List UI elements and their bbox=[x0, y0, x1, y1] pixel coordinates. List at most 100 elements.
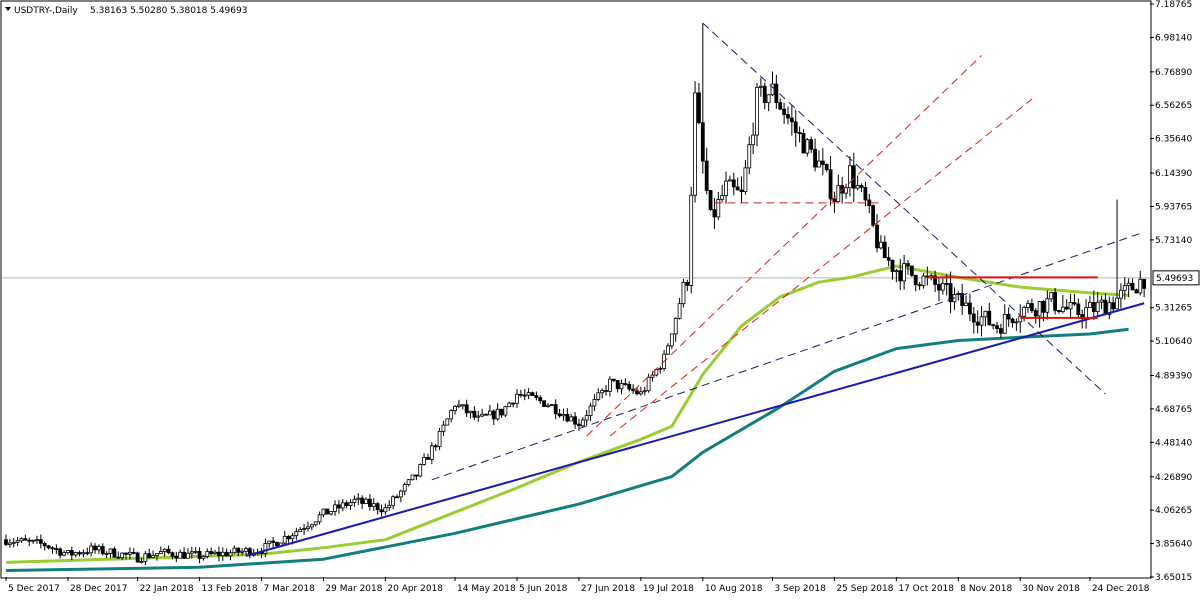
candle-body bbox=[836, 185, 841, 202]
candle-body bbox=[468, 410, 473, 414]
candle-body bbox=[240, 550, 245, 553]
candle-body bbox=[418, 464, 423, 477]
candle-body bbox=[708, 190, 713, 210]
candle-body bbox=[367, 498, 372, 507]
candle-body bbox=[54, 548, 59, 550]
y-tick-label: 7.18765 bbox=[1155, 0, 1192, 10]
candle-body bbox=[1022, 307, 1027, 317]
y-tick-label: 3.65015 bbox=[1155, 573, 1192, 583]
candle-body bbox=[104, 553, 109, 555]
candle-body bbox=[170, 552, 175, 557]
candle-body bbox=[619, 383, 624, 390]
candle-body bbox=[902, 263, 907, 282]
candle-body bbox=[1029, 303, 1034, 312]
candle-body bbox=[724, 180, 728, 196]
candle-body bbox=[217, 551, 221, 557]
candle-body bbox=[851, 165, 856, 189]
candle-body bbox=[542, 400, 546, 407]
candle-body bbox=[998, 328, 1003, 334]
candle-body bbox=[480, 413, 485, 417]
candle-body bbox=[182, 551, 186, 559]
candle-body bbox=[635, 390, 639, 395]
candle-body bbox=[530, 392, 535, 396]
candle-body bbox=[689, 194, 694, 286]
candle-body bbox=[650, 374, 655, 378]
trendline-red-dashed-fan[interactable] bbox=[586, 55, 982, 437]
candle-body bbox=[294, 531, 299, 537]
candle-body bbox=[209, 551, 214, 554]
candle-body bbox=[1018, 315, 1023, 323]
candle-body bbox=[824, 164, 829, 171]
candle-body bbox=[267, 540, 272, 544]
candle-body bbox=[933, 275, 937, 285]
candle-body bbox=[464, 404, 469, 414]
candle-body bbox=[1138, 278, 1143, 294]
candle-body bbox=[758, 85, 763, 88]
candle-body bbox=[855, 185, 860, 189]
candle-body bbox=[735, 186, 740, 191]
candle-body bbox=[135, 552, 140, 563]
chart-header: USDTRY-,Daily 5.38163 5.50280 5.38018 5.… bbox=[5, 6, 247, 16]
candle-body bbox=[337, 504, 341, 509]
candle-body bbox=[344, 502, 349, 507]
candle-body bbox=[526, 392, 531, 396]
x-tick-label: 5 Dec 2017 bbox=[8, 584, 60, 594]
candle-body bbox=[236, 547, 241, 553]
candle-body bbox=[414, 474, 419, 477]
trendline-blue-support[interactable] bbox=[245, 302, 1145, 557]
candle-body bbox=[35, 539, 39, 542]
x-tick-label: 17 Oct 2018 bbox=[898, 584, 954, 594]
candle-body bbox=[395, 496, 399, 499]
candle-body bbox=[770, 83, 775, 96]
candle-body bbox=[158, 551, 163, 555]
candle-body bbox=[220, 551, 225, 557]
ma-green-line bbox=[5, 264, 1129, 564]
candle-body bbox=[406, 479, 411, 485]
candle-body bbox=[197, 550, 202, 559]
candle-body bbox=[325, 508, 330, 515]
candle-body bbox=[1130, 282, 1135, 291]
candle-body bbox=[89, 545, 94, 554]
trendline-navy-dashed-down[interactable] bbox=[702, 22, 1106, 395]
candle-body bbox=[697, 92, 701, 124]
trendline-red-dashed-fan[interactable] bbox=[609, 98, 1033, 437]
candle-body bbox=[1088, 302, 1092, 309]
candle-body bbox=[755, 86, 759, 136]
candle-body bbox=[693, 92, 697, 196]
y-tick-label: 5.31265 bbox=[1155, 304, 1192, 314]
x-axis: 5 Dec 2017 28 Dec 2017 22 Jan 2018 13 Feb 2… bbox=[5, 577, 1150, 594]
candle-body bbox=[31, 539, 35, 542]
candle-body bbox=[147, 553, 152, 558]
candle-body bbox=[426, 457, 430, 460]
candle-body bbox=[499, 408, 504, 416]
candle-body bbox=[995, 325, 999, 329]
candle-body bbox=[801, 133, 806, 154]
candle-body bbox=[716, 198, 721, 218]
candle-body bbox=[143, 553, 148, 562]
candle-body bbox=[646, 376, 651, 392]
candle-body bbox=[584, 415, 589, 421]
candle-body bbox=[859, 185, 864, 188]
candle-body bbox=[317, 514, 322, 523]
y-tick-label: 4.48140 bbox=[1155, 438, 1192, 448]
candle-body bbox=[820, 160, 825, 165]
candle-body bbox=[151, 555, 156, 558]
ohlc-values: 5.38163 5.50280 5.38018 5.49693 bbox=[90, 6, 247, 16]
candle-body bbox=[890, 259, 895, 272]
candle-body bbox=[1142, 278, 1147, 289]
candle-body bbox=[608, 378, 612, 392]
triangle-down-icon[interactable] bbox=[5, 7, 11, 11]
candle-body bbox=[139, 560, 144, 563]
candle-body bbox=[871, 205, 876, 226]
candle-body bbox=[638, 391, 643, 395]
candle-body bbox=[1006, 313, 1011, 320]
candle-body bbox=[1068, 302, 1073, 310]
candle-body bbox=[4, 539, 8, 545]
candle-body bbox=[991, 324, 996, 327]
candle-body bbox=[666, 345, 670, 355]
trendline-navy-dashed-up[interactable] bbox=[431, 231, 1145, 481]
candle-body bbox=[1057, 310, 1061, 313]
candle-body bbox=[569, 416, 574, 422]
candle-body bbox=[615, 380, 620, 390]
